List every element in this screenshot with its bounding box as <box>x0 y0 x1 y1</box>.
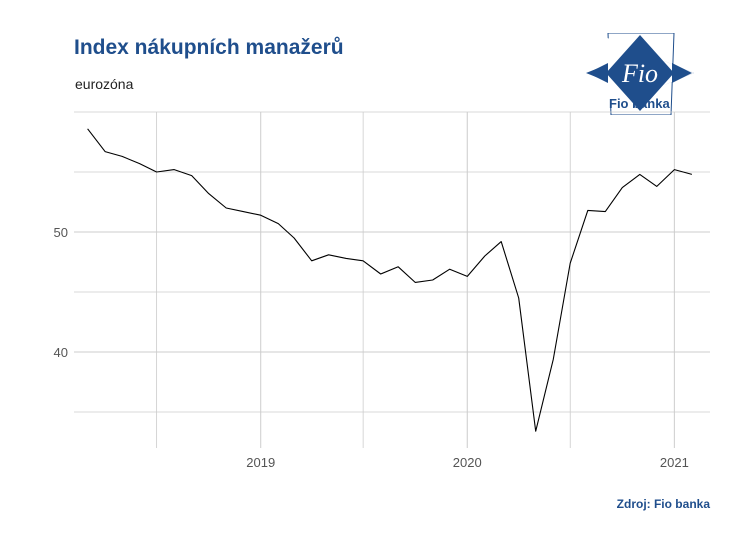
data-point <box>225 207 228 210</box>
data-point <box>690 173 693 176</box>
logo-brand-name: Fio banka <box>609 96 670 111</box>
data-point <box>466 275 469 278</box>
source-label: Zdroj: Fio banka <box>616 497 710 511</box>
data-point <box>552 358 555 361</box>
grid-lines <box>74 111 710 448</box>
data-point <box>621 186 624 189</box>
x-tick-label: 2019 <box>246 455 275 470</box>
data-point <box>604 210 607 213</box>
data-point <box>155 171 158 174</box>
data-point <box>483 255 486 258</box>
y-tick-label: 40 <box>54 345 68 360</box>
data-point <box>293 237 296 240</box>
data-point <box>259 214 262 217</box>
data-point <box>138 162 141 165</box>
data-point <box>121 155 124 158</box>
data-point <box>242 210 245 213</box>
data-point <box>517 297 520 300</box>
data-point <box>586 209 589 212</box>
data-point <box>327 253 330 256</box>
data-point <box>500 240 503 243</box>
data-point <box>190 174 193 177</box>
data-point <box>277 222 280 225</box>
x-tick-label: 2020 <box>453 455 482 470</box>
data-point <box>414 281 417 284</box>
x-tick-label: 2021 <box>660 455 689 470</box>
fio-logo-icon: Fio <box>586 33 694 115</box>
data-point <box>534 430 537 433</box>
data-point <box>673 168 676 171</box>
data-point <box>173 168 176 171</box>
data-point <box>448 268 451 271</box>
data-point <box>86 127 89 130</box>
data-point <box>207 192 210 195</box>
data-point <box>569 262 572 265</box>
chart-subtitle: eurozóna <box>75 76 134 92</box>
chart-title: Index nákupních manažerů <box>74 36 344 59</box>
series-line <box>87 128 693 432</box>
data-point <box>362 259 365 262</box>
data-point <box>638 173 641 176</box>
data-point <box>655 185 658 188</box>
y-tick-label: 50 <box>54 225 68 240</box>
series-line-layer <box>86 127 693 433</box>
axis-labels: 40 50 2019 2020 2021 <box>54 225 689 470</box>
data-point <box>397 265 400 268</box>
data-point <box>104 150 107 153</box>
data-point <box>431 279 434 282</box>
logo-mark-text: Fio <box>621 59 658 88</box>
data-point <box>345 257 348 260</box>
data-point <box>379 273 382 276</box>
data-point <box>310 259 313 262</box>
